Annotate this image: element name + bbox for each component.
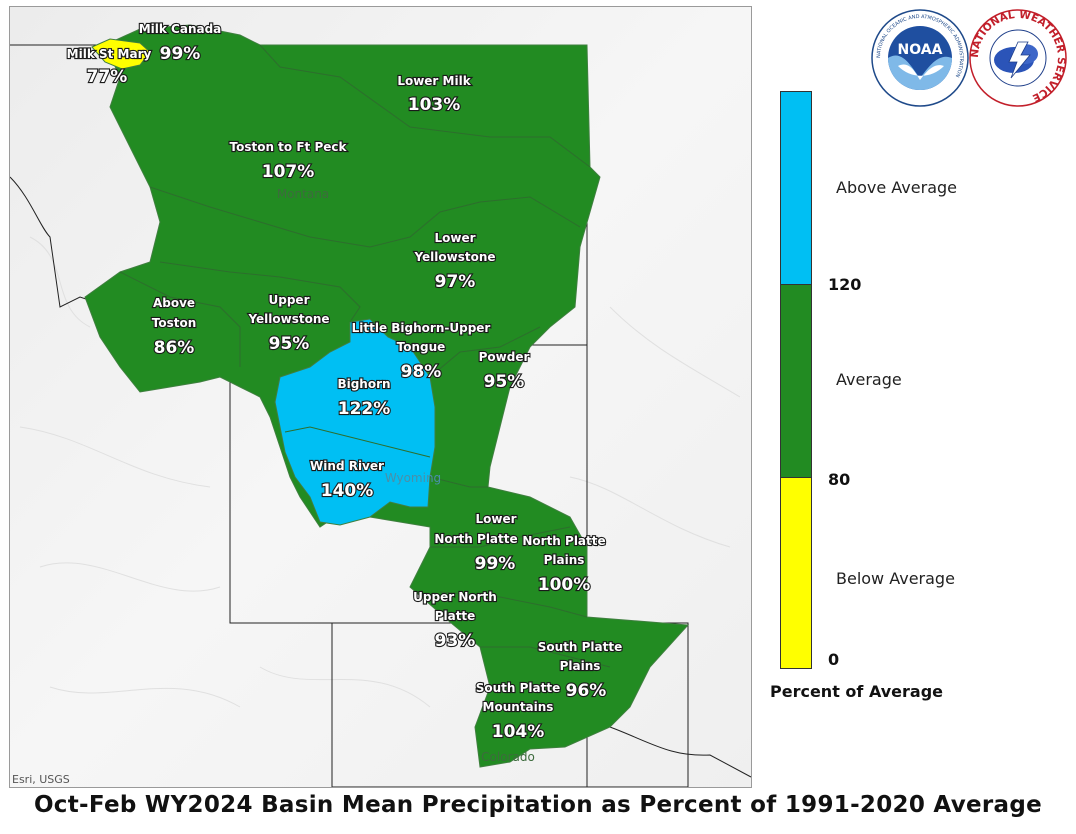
basin-label-above-toston-2: Toston <box>152 316 197 330</box>
basin-percent-powder: 95% <box>484 372 525 392</box>
basin-label-upper-north-platte-2: Platte <box>435 609 476 623</box>
basin-labels: Milk Canada 99% Milk St Mary 77% Lower M… <box>66 21 624 743</box>
state-label-montana: Montana <box>277 187 329 201</box>
legend-title: Percent of Average <box>770 682 944 701</box>
basin-percent-upper-north-platte: 93% <box>435 631 476 651</box>
legend-swatch-average <box>780 284 812 478</box>
map-attribution: Esri, USGS <box>12 773 70 786</box>
basin-label-wind-river: Wind River <box>310 459 384 473</box>
logos-svg: NATIONAL OCEANIC AND ATMOSPHERIC ADMINIS… <box>871 9 1067 107</box>
basin-label-south-platte-mountains-1: South Platte <box>476 681 561 695</box>
basin-label-north-platte-plains-1: North Platte <box>522 534 605 548</box>
basin-percent-little-bighorn: 98% <box>401 362 442 382</box>
basin-label-upper-yellowstone-1: Upper <box>269 293 310 307</box>
legend-label-above: Above Average <box>836 178 957 197</box>
basin-label-powder: Powder <box>479 350 530 364</box>
basin-percent-wind-river: 140% <box>321 481 374 501</box>
basin-internal-lines <box>119 44 611 668</box>
legend-label-below: Below Average <box>836 569 955 588</box>
basin-map[interactable]: Montana Wyoming Colorado Milk Canada 99%… <box>10 7 751 787</box>
noaa-logo-icon: NATIONAL OCEANIC AND ATMOSPHERIC ADMINIS… <box>871 9 969 107</box>
basin-label-south-platte-plains-1: South Platte <box>538 640 623 654</box>
basin-percent-upper-yellowstone: 95% <box>269 334 310 354</box>
basin-label-upper-yellowstone-2: Yellowstone <box>247 312 329 326</box>
agency-logos: NATIONAL OCEANIC AND ATMOSPHERIC ADMINIS… <box>868 8 1068 108</box>
basin-label-lower-north-platte-1: Lower <box>475 512 516 526</box>
basin-label-lower-milk: Lower Milk <box>397 74 471 88</box>
basin-label-little-bighorn-1: Little Bighorn-Upper <box>352 321 491 335</box>
basin-label-south-platte-mountains-2: Mountains <box>483 700 554 714</box>
basin-percent-milk-st-mary: 77% <box>87 67 128 87</box>
legend-label-average: Average <box>836 370 902 389</box>
legend-break-0: 0 <box>828 650 840 669</box>
basin-label-lower-yellowstone-2: Yellowstone <box>413 250 495 264</box>
legend: Above Average 120 Average 80 Below Avera… <box>760 80 1076 710</box>
state-label-wyoming: Wyoming <box>385 471 441 485</box>
state-label-colorado: Colorado <box>481 750 535 764</box>
basin-polygon-milk-st-mary[interactable] <box>91 38 151 70</box>
basin-label-milk-canada: Milk Canada <box>139 22 222 36</box>
basin-label-south-platte-plains-2: Plains <box>560 659 601 673</box>
basin-label-north-platte-plains-2: Plains <box>544 553 585 567</box>
terrain-texture <box>19 236 741 708</box>
basin-label-above-toston-1: Above <box>153 296 195 310</box>
basin-label-lower-yellowstone-1: Lower <box>434 231 475 245</box>
basin-polygons[interactable] <box>84 24 690 768</box>
basin-percent-milk-canada: 99% <box>160 44 201 64</box>
basin-percent-lower-milk: 103% <box>408 95 461 115</box>
legend-swatch-below <box>780 477 812 669</box>
legend-break-80: 80 <box>828 470 851 489</box>
map-frame[interactable]: Montana Wyoming Colorado Milk Canada 99%… <box>9 6 752 788</box>
basin-percent-above-toston: 86% <box>154 338 195 358</box>
legend-break-120: 120 <box>828 275 862 294</box>
basin-percent-south-platte-mountains: 104% <box>492 722 545 742</box>
basin-label-toston-ft-peck: Toston to Ft Peck <box>230 140 348 154</box>
basin-percent-lower-yellowstone: 97% <box>435 272 476 292</box>
basin-percent-north-platte-plains: 100% <box>538 575 591 595</box>
svg-text:NOAA: NOAA <box>898 42 943 58</box>
basin-percent-lower-north-platte: 99% <box>475 554 516 574</box>
legend-swatch-above <box>780 91 812 285</box>
page-title: Oct-Feb WY2024 Basin Mean Precipitation … <box>33 792 1043 818</box>
basin-label-milk-st-mary: Milk St Mary <box>67 47 152 61</box>
basin-polygon-bighorn-windriver[interactable] <box>274 318 436 526</box>
basin-percent-toston-ft-peck: 107% <box>262 162 315 182</box>
basin-percent-south-platte-plains: 96% <box>566 681 607 701</box>
basin-label-lower-north-platte-2: North Platte <box>434 532 517 546</box>
nws-logo-icon: NATIONAL WEATHER SERVICE <box>969 9 1067 107</box>
basin-label-little-bighorn-2: Tongue <box>397 340 446 354</box>
basin-label-bighorn: Bighorn <box>337 377 390 391</box>
basin-label-upper-north-platte-1: Upper North <box>413 590 497 604</box>
basin-percent-bighorn: 122% <box>338 399 391 419</box>
